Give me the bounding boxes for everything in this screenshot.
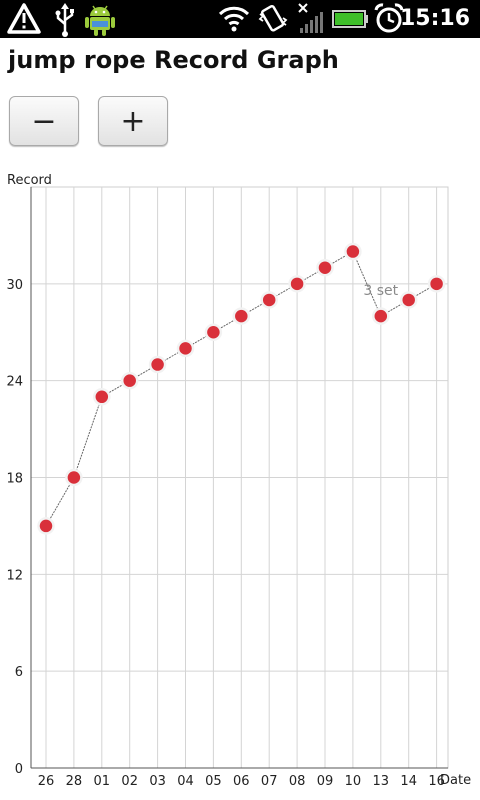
- data-point: [93, 388, 111, 406]
- y-tick-label: 18: [6, 472, 23, 487]
- x-tick-label: 06: [233, 774, 250, 789]
- x-tick-label: 16: [428, 774, 445, 789]
- x-tick-label: 04: [177, 774, 194, 789]
- y-tick-label: 6: [15, 665, 23, 680]
- y-tick-label: 12: [6, 568, 23, 583]
- data-point: [65, 468, 83, 487]
- x-tick-label: 05: [205, 774, 222, 789]
- y-tick-label: 30: [6, 278, 23, 293]
- data-point: [204, 323, 223, 341]
- data-point: [176, 339, 195, 358]
- data-point: [399, 291, 418, 309]
- x-tick-label: 03: [149, 774, 166, 789]
- data-point: [344, 242, 362, 261]
- x-tick-label: 07: [261, 774, 278, 789]
- warning-icon: [7, 3, 41, 34]
- data-point: [232, 307, 251, 325]
- y-tick-label: 0: [15, 762, 23, 777]
- data-point: [427, 275, 446, 293]
- decrease-button[interactable]: −: [9, 96, 79, 146]
- y-axis-label: Record: [7, 173, 52, 188]
- y-tick-label: 24: [6, 375, 23, 390]
- data-point: [148, 355, 167, 374]
- x-tick-label: 28: [66, 774, 83, 789]
- usb-icon: [55, 3, 74, 37]
- x-tick-label: 08: [289, 774, 306, 789]
- x-tick-label: 01: [94, 774, 111, 789]
- point-annotation: 3 set: [363, 283, 398, 299]
- data-point: [120, 371, 139, 390]
- no-signal-icon: [298, 3, 323, 33]
- x-tick-label: 13: [373, 774, 390, 789]
- data-point: [316, 258, 334, 277]
- data-point: [288, 275, 306, 293]
- battery-icon: [332, 10, 368, 28]
- x-axis-label: Date: [440, 773, 471, 788]
- x-tick-label: 09: [317, 774, 334, 789]
- data-point: [372, 307, 390, 325]
- x-tick-label: 02: [121, 774, 138, 789]
- x-tick-label: 14: [400, 774, 417, 789]
- series-line: [45, 250, 437, 527]
- page-title: jump rope Record Graph: [8, 46, 339, 74]
- vibrate-icon: [258, 4, 288, 32]
- android-icon: [85, 5, 115, 36]
- data-point: [260, 291, 278, 309]
- alarm-icon: [374, 3, 404, 33]
- increase-button[interactable]: +: [98, 96, 168, 146]
- x-tick-label: 26: [38, 774, 55, 789]
- status-bar: 15:16: [0, 0, 480, 38]
- data-point: [37, 517, 55, 535]
- x-tick-label: 10: [345, 774, 362, 789]
- wifi-icon: [218, 6, 250, 32]
- status-time: 15:16: [399, 6, 470, 31]
